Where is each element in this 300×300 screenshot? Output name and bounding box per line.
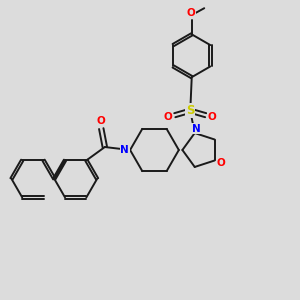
Text: O: O — [217, 158, 226, 168]
Text: N: N — [192, 124, 201, 134]
Text: N: N — [120, 145, 129, 155]
Text: O: O — [187, 8, 196, 18]
Text: S: S — [186, 104, 194, 117]
Text: O: O — [208, 112, 217, 122]
Text: O: O — [96, 116, 105, 126]
Text: O: O — [164, 112, 172, 122]
